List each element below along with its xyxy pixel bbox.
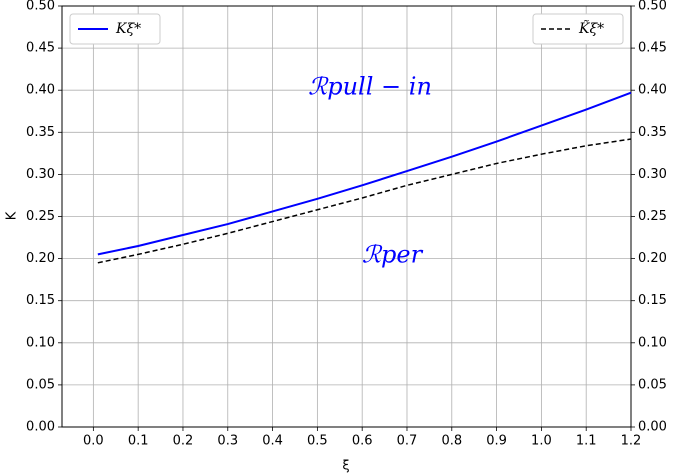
y2-tick-label: 0.45 [638,41,667,56]
x-tick-label: 1.2 [621,434,642,449]
x-tick-label: 0.7 [397,434,418,449]
y2-tick-label: 0.20 [638,251,667,266]
y-tick-label: 0.40 [26,83,55,98]
y-tick-label: 0.05 [26,377,55,392]
legend-label: Kξ* [115,21,141,37]
x-tick-label: 0.0 [83,434,104,449]
y-axis-label: K [5,211,20,220]
x-tick-label: 0.2 [173,434,194,449]
y2-tick-label: 0.00 [638,420,667,435]
y2-tick-label: 0.40 [638,83,667,98]
y2-tick-label: 0.05 [638,377,667,392]
legend-box [532,13,624,45]
plot-frame [61,5,632,428]
y-tick-label: 0.10 [26,335,55,350]
legend-label: K̃ξ* [578,19,604,37]
y2-tick-label: 0.15 [638,293,667,308]
line-series [97,138,632,264]
x-tick-label: 1.1 [576,434,597,449]
x-tick-label: 0.4 [262,434,283,449]
y2-tick-label: 0.50 [638,0,667,14]
x-tick-label: 0.9 [486,434,507,449]
y-tick-label: 0.35 [26,125,55,140]
y2-tick-label: 0.30 [638,167,667,182]
x-tick-label: 0.8 [441,434,462,449]
y-tick-label: 0.30 [26,167,55,182]
y-tick-label: 0.50 [26,0,55,14]
legend-box [69,13,161,45]
y2-tick-label: 0.35 [638,125,667,140]
y-tick-label: 0.00 [26,420,55,435]
y2-tick-label: 0.25 [638,209,667,224]
line-series [97,91,632,256]
x-tick-label: 0.1 [128,434,149,449]
x-tick-label: 0.6 [352,434,373,449]
x-axis-label: ξ [342,459,349,474]
x-tick-label: 0.5 [307,434,328,449]
annotation: ℛpull − in [308,73,432,101]
y-tick-label: 0.45 [26,41,55,56]
annotation: ℛper [362,241,424,269]
y-tick-label: 0.20 [26,251,55,266]
y-tick-label: 0.25 [26,209,55,224]
y-tick-label: 0.15 [26,293,55,308]
y2-tick-label: 0.10 [638,335,667,350]
x-tick-label: 1.0 [531,434,552,449]
x-tick-label: 0.3 [217,434,238,449]
